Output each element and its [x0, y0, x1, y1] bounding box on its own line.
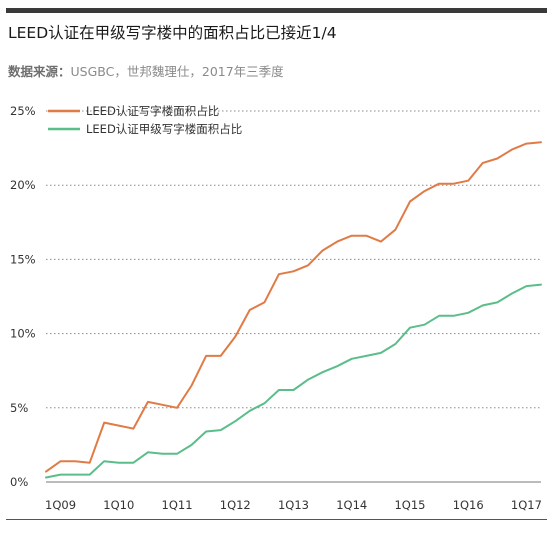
chart-title: LEED认证在甲级写字楼中的面积占比已接近1/4 [8, 24, 337, 42]
x-tick-label: 1Q09 [45, 498, 76, 512]
legend-label: LEED认证甲级写字楼面积占比 [86, 122, 242, 136]
y-tick-label: 0% [10, 475, 28, 489]
series-line-leed-grade-a [45, 283, 542, 479]
legend-label: LEED认证写字楼面积占比 [86, 104, 219, 118]
title-bar-accent [6, 8, 547, 13]
source-text: USGBC，世邦魏理仕，2017年三季度 [70, 64, 284, 79]
source-label: 数据来源： [8, 64, 71, 79]
x-tick-label: 1Q12 [220, 498, 251, 512]
series-line-leed-office [45, 141, 542, 473]
y-tick-label: 10% [10, 327, 36, 341]
x-tick-label: 1Q13 [278, 498, 309, 512]
y-tick-label: 25% [10, 104, 36, 118]
y-tick-label: 20% [10, 178, 36, 192]
x-tick-label: 1Q11 [162, 498, 193, 512]
x-tick-label: 1Q15 [394, 498, 425, 512]
x-tick-label: 1Q16 [453, 498, 484, 512]
y-tick-label: 15% [10, 252, 36, 266]
x-tick-label: 1Q17 [511, 498, 542, 512]
data-source: 数据来源：USGBC，世邦魏理仕，2017年三季度 [8, 61, 284, 80]
x-tick-label: 1Q14 [336, 498, 367, 512]
bottom-rule [6, 519, 547, 520]
y-tick-label: 5% [10, 401, 28, 415]
x-tick-label: 1Q10 [103, 498, 134, 512]
